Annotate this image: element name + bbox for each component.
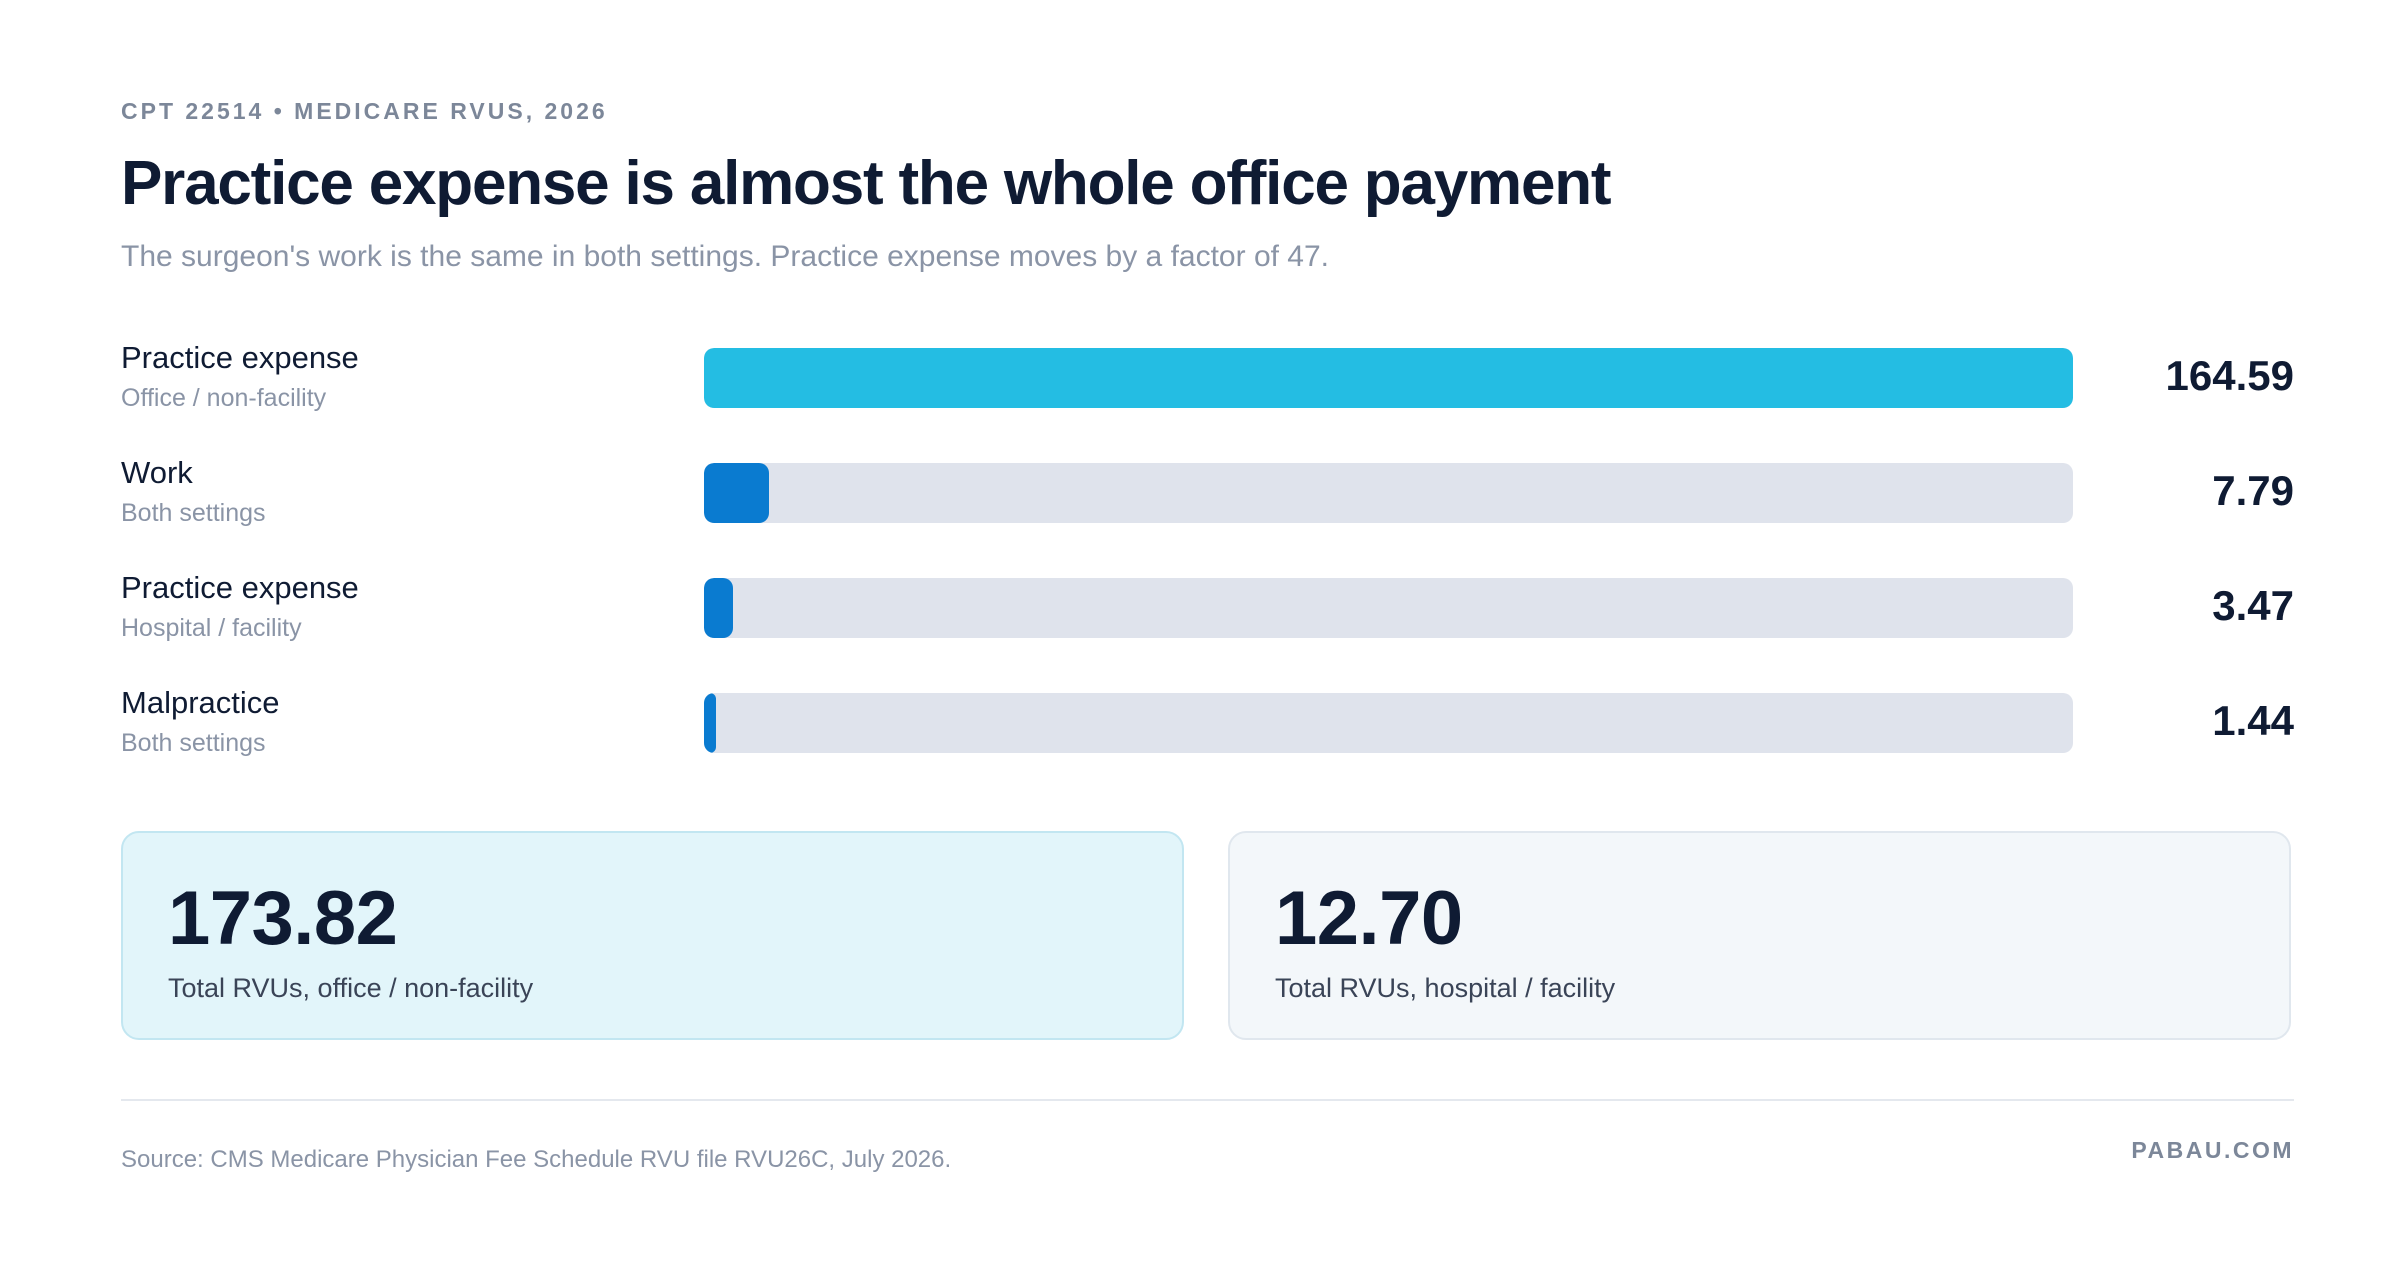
chart-row: Work Both settings 7.79 — [121, 445, 2294, 545]
chart-subtitle: The surgeon's work is the same in both s… — [121, 240, 1329, 273]
row-sublabel: Both settings — [121, 499, 266, 527]
bar-value-label: 1.44 — [2212, 697, 2294, 744]
bar — [704, 693, 716, 753]
total-hospital-value: 12.70 — [1275, 876, 1463, 961]
total-office-label: Total RVUs, office / non-facility — [168, 973, 534, 1003]
bar-track — [704, 348, 2073, 408]
bar-value-label: 7.79 — [2212, 467, 2294, 514]
bar — [704, 348, 2073, 408]
source-note: Source: CMS Medicare Physician Fee Sched… — [121, 1146, 952, 1173]
footer-divider — [121, 1099, 2294, 1101]
brand-link[interactable]: PABAU.COM — [2131, 1137, 2294, 1163]
bar-track — [704, 463, 2073, 523]
chart-row: Practice expense Hospital / facility 3.47 — [121, 560, 2294, 660]
bar-value-label: 164.59 — [2165, 352, 2294, 399]
bar-track — [704, 578, 2073, 638]
total-office-value: 173.82 — [168, 876, 398, 961]
total-office-card: 173.82 Total RVUs, office / non-facility — [121, 831, 1184, 1040]
bar-value-label: 3.47 — [2212, 582, 2294, 629]
chart-title: Practice expense is almost the whole off… — [121, 149, 1612, 218]
bar — [704, 578, 733, 638]
chart-row: Malpractice Both settings 1.44 — [121, 675, 2294, 775]
row-label: Practice expense — [121, 570, 359, 605]
row-label: Malpractice — [121, 685, 280, 720]
bar-track — [704, 693, 2073, 753]
eyebrow-label: CPT 22514 • MEDICARE RVUS, 2026 — [121, 98, 608, 124]
total-hospital-label: Total RVUs, hospital / facility — [1275, 973, 1616, 1003]
bar-chart: Practice expense Office / non-facility 164… — [121, 330, 2294, 770]
row-label: Work — [121, 455, 193, 490]
row-sublabel: Both settings — [121, 729, 266, 757]
row-label: Practice expense — [121, 340, 359, 375]
row-sublabel: Office / non-facility — [121, 384, 327, 412]
chart-row: Practice expense Office / non-facility 164… — [121, 330, 2294, 430]
total-hospital-card: 12.70 Total RVUs, hospital / facility — [1228, 831, 2291, 1040]
infographic: CPT 22514 • MEDICARE RVUS, 2026 Practice… — [121, 0, 2294, 1282]
row-sublabel: Hospital / facility — [121, 614, 302, 642]
bar — [704, 463, 769, 523]
